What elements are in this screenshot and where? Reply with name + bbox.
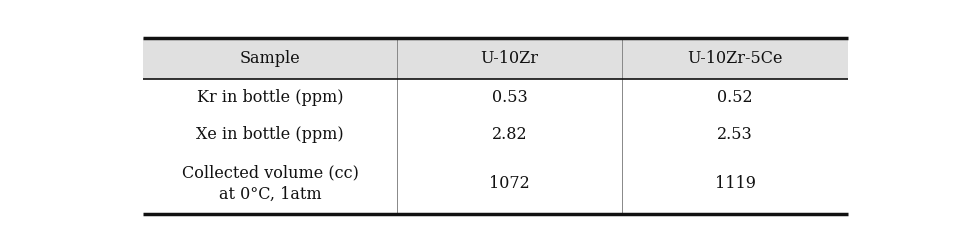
Text: Xe in bottle (ppm): Xe in bottle (ppm) [196,126,344,143]
Text: 2.53: 2.53 [718,126,753,143]
Text: 2.82: 2.82 [492,126,527,143]
Text: Sample: Sample [240,50,301,67]
Text: 1119: 1119 [715,175,755,192]
Text: 0.52: 0.52 [718,89,753,106]
Text: 1072: 1072 [489,175,530,192]
Bar [143,38,848,79]
Text: U-10Zr: U-10Zr [481,50,539,67]
Text: U-10Zr-5Ce: U-10Zr-5Ce [688,50,783,67]
Text: Collected volume (cc)
at 0°C, 1atm: Collected volume (cc) at 0°C, 1atm [182,165,359,202]
Text: Kr in bottle (ppm): Kr in bottle (ppm) [197,89,343,106]
Text: 0.53: 0.53 [492,89,528,106]
